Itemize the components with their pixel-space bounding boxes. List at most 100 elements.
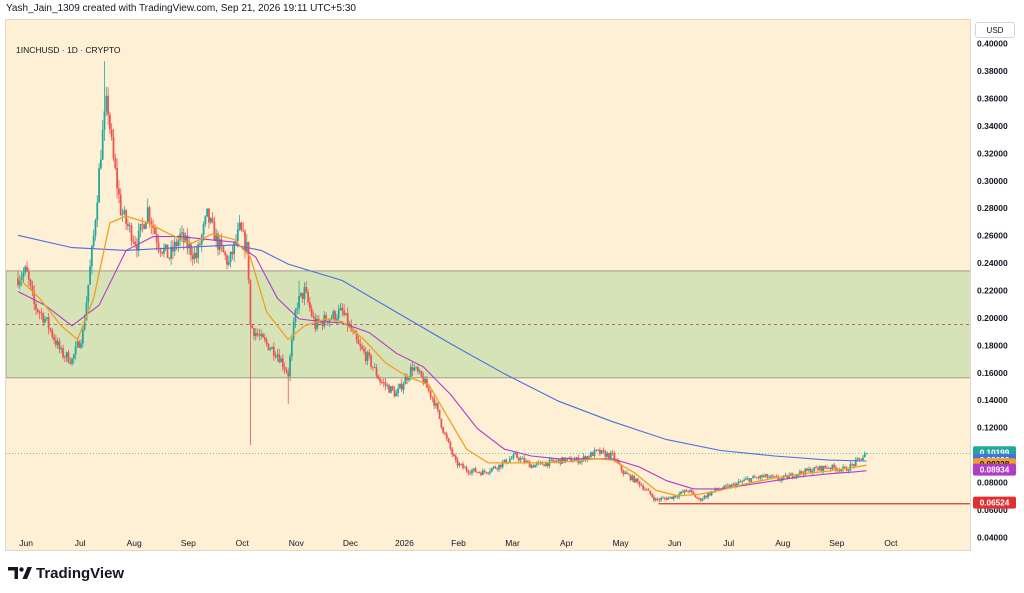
y-tick-label: 0.06000 <box>977 505 1008 515</box>
tradingview-logo-icon <box>8 567 32 579</box>
candle <box>301 292 304 304</box>
candle <box>209 216 212 225</box>
candle <box>161 251 164 256</box>
candle <box>577 454 580 466</box>
candle <box>78 340 81 349</box>
candle <box>108 111 111 134</box>
price-tag: 0.08934 <box>973 463 1016 476</box>
candle <box>175 238 178 251</box>
candle <box>658 497 661 503</box>
candle <box>224 250 227 261</box>
candle <box>263 333 266 343</box>
candle <box>766 473 769 480</box>
candle <box>42 311 45 327</box>
candle <box>626 470 628 474</box>
candle <box>725 484 727 488</box>
price-tag: 0.06524 <box>973 496 1016 509</box>
candle <box>63 354 66 362</box>
symbol-label: 1INCHUSD · 1D · CRYPTO <box>16 45 121 55</box>
candle <box>296 302 299 315</box>
candle <box>173 236 176 257</box>
candle <box>604 449 607 459</box>
y-tick-label: 0.28000 <box>977 203 1008 213</box>
price-axis[interactable]: 0.40000 0.38000 0.36000 0.34000 0.32000 0.300… <box>971 19 1018 551</box>
candle <box>308 296 311 312</box>
candle <box>445 431 448 441</box>
candle <box>762 473 765 478</box>
candle <box>164 243 167 252</box>
x-tick-label: Oct <box>884 538 898 548</box>
candle <box>29 278 32 290</box>
candle <box>179 228 182 247</box>
y-tick-label: 0.08000 <box>977 477 1008 487</box>
y-tick-label: 0.04000 <box>977 532 1008 542</box>
candle <box>508 456 511 463</box>
ema-orange-line <box>17 215 867 497</box>
price-chart[interactable]: Jun Jul Aug Sep Oct Nov Dec 2026 Feb Mar Apr May Jun… <box>6 20 971 551</box>
candle <box>397 383 400 397</box>
candle <box>505 458 508 465</box>
candle <box>685 488 688 492</box>
candle <box>519 456 522 464</box>
candle <box>647 487 650 491</box>
currency-button[interactable]: USD <box>975 22 1015 38</box>
candle <box>141 217 144 233</box>
y-tick-label: 0.32000 <box>977 148 1008 158</box>
candle <box>635 478 637 483</box>
candle <box>112 129 115 162</box>
candle <box>80 339 82 350</box>
candle <box>485 471 488 475</box>
candle <box>361 342 364 351</box>
candle <box>287 367 290 404</box>
candle <box>251 323 254 329</box>
candle <box>501 460 504 469</box>
candle <box>267 343 270 351</box>
candle <box>737 478 740 485</box>
candle <box>69 356 72 365</box>
candle <box>154 224 156 235</box>
candle <box>489 468 491 476</box>
candle <box>472 468 475 473</box>
candle <box>642 483 645 491</box>
candle <box>698 497 700 501</box>
y-tick-label: 0.12000 <box>977 423 1008 433</box>
candle <box>681 489 684 494</box>
candle <box>213 216 216 242</box>
candle <box>481 468 484 476</box>
candle <box>644 487 646 492</box>
candle <box>771 473 774 479</box>
candle <box>753 474 756 478</box>
footer-branding: TradingView <box>8 562 124 584</box>
candle <box>629 474 632 482</box>
x-tick-label: May <box>613 538 630 548</box>
x-tick-label: Sep <box>181 538 196 548</box>
candle <box>269 346 272 352</box>
candle <box>739 479 742 483</box>
candle <box>687 490 690 494</box>
candle <box>272 342 275 362</box>
candle <box>458 462 461 468</box>
candle <box>346 307 349 332</box>
candle <box>143 223 146 230</box>
candle <box>817 465 819 472</box>
candle <box>280 356 282 363</box>
candle <box>671 496 673 500</box>
candle <box>827 466 830 470</box>
candle <box>701 497 704 502</box>
candle <box>373 362 376 369</box>
candle <box>262 332 264 338</box>
candle <box>499 464 502 470</box>
candle <box>833 462 836 470</box>
candle <box>265 337 268 347</box>
candle <box>368 349 371 359</box>
candle <box>651 492 654 499</box>
candle <box>188 236 191 255</box>
candle <box>139 223 142 238</box>
svg-text:0.08934: 0.08934 <box>980 466 1010 475</box>
candle <box>653 494 655 503</box>
candle <box>752 474 754 479</box>
candle <box>746 475 749 481</box>
candle <box>274 351 277 359</box>
chart-area[interactable]: Jun Jul Aug Sep Oct Nov Dec 2026 Feb Mar Apr May Jun… <box>5 19 971 551</box>
candle <box>591 451 594 457</box>
